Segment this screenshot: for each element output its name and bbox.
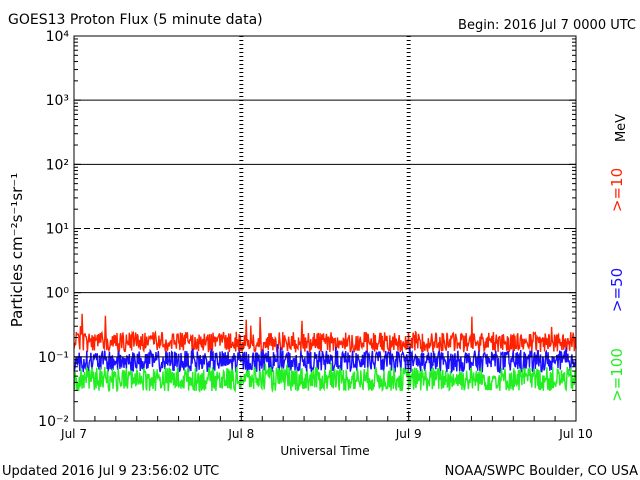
footer-source: NOAA/SWPC Boulder, CO USA	[445, 464, 638, 479]
legend: >=10 >=50 >=100	[608, 168, 626, 402]
footer-updated: Updated 2016 Jul 9 23:56:02 UTC	[2, 464, 219, 479]
y-tick-label-2: 10⁰	[46, 286, 70, 302]
y-tick-label-5: 10³	[46, 93, 69, 109]
legend-entry-1: >=50	[608, 268, 626, 312]
y-tick-label-6: 10⁴	[46, 29, 70, 45]
y-axis: 10⁻² 10⁻¹ 10⁰ 10¹ 10² 10³ 10⁴	[38, 29, 576, 430]
series-line-0	[73, 313, 577, 355]
x-axis: Jul 7 Jul 8 Jul 9 Jul 10	[60, 411, 593, 441]
begin-label: Begin: 2016 Jul 7 0000 UTC	[458, 18, 636, 33]
legend-entry-0: >=10	[608, 168, 626, 212]
series-layer	[73, 313, 577, 394]
unit-label: MeV	[614, 114, 629, 142]
x-tick-label-3: Jul 10	[558, 427, 593, 441]
x-tick-label-2: Jul 9	[395, 427, 422, 441]
series-line-2	[73, 362, 577, 394]
legend-entry-2: >=100	[608, 348, 626, 402]
y-tick-label-4: 10²	[46, 157, 69, 173]
y-tick-label-0: 10⁻²	[38, 414, 69, 430]
x-axis-label: Universal Time	[280, 444, 369, 458]
grid-layer	[74, 36, 576, 421]
y-tick-label-3: 10¹	[46, 222, 69, 238]
y-tick-label-1: 10⁻¹	[38, 350, 69, 366]
y-axis-label: Particles cm⁻²s⁻¹sr⁻¹	[8, 173, 26, 327]
x-tick-label-1: Jul 8	[227, 427, 254, 441]
chart-title: GOES13 Proton Flux (5 minute data)	[8, 12, 263, 28]
x-tick-label-0: Jul 7	[60, 427, 87, 441]
